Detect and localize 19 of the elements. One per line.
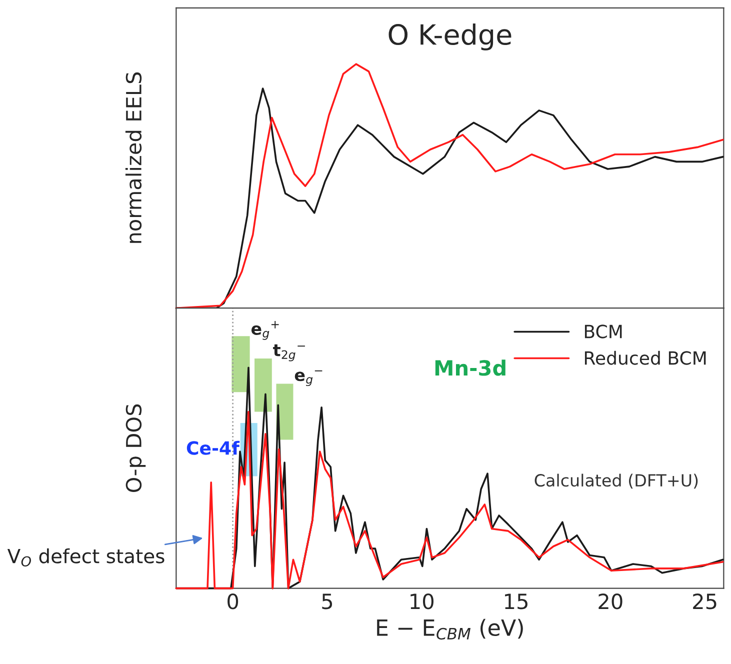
band-label: Ce-4f <box>186 440 240 455</box>
x-tick-label: 5 <box>322 594 332 610</box>
chart-title: O K-edge <box>388 24 512 50</box>
x-axis-title: E − E$_{CBM}$ (eV) <box>377 618 523 640</box>
band-label: e$_{g}$$^{−}$ <box>294 370 322 386</box>
legend-label: BCM <box>584 324 622 338</box>
annotation: Mn-3d <box>435 360 506 376</box>
annotation: V$_{O}$ defect states <box>7 548 164 567</box>
x-tick-label: 0 <box>228 594 238 610</box>
x-tick-label: 10 <box>410 594 434 610</box>
y-axis-title: normalized EELS <box>125 72 142 243</box>
band-label: e$_{g}$$^{+}$ <box>251 321 279 340</box>
x-tick-label: 25 <box>693 594 716 610</box>
x-tick-label: 15 <box>505 594 528 610</box>
y-axis-title: O-p DOS <box>126 404 146 492</box>
band-label: t$_{2g}$$^{−}$ <box>273 344 305 362</box>
legend-label: Reduced BCM <box>584 350 706 365</box>
x-tick-label: 20 <box>598 594 622 610</box>
annotation: Calculated (DFT+U) <box>534 474 698 489</box>
